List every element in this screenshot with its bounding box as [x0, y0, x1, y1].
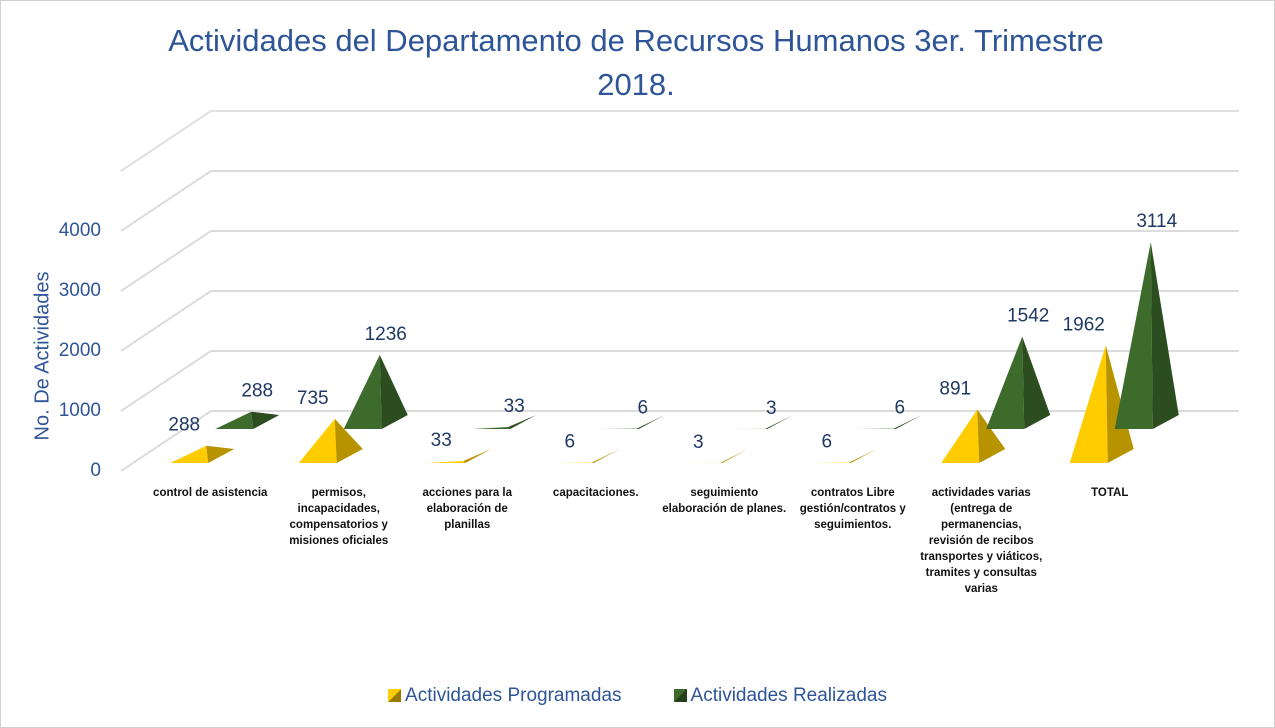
data-label: 1962 — [1063, 314, 1105, 335]
pyramid-face — [379, 354, 408, 429]
legend: Actividades Programadas Actividades Reali… — [1, 685, 1274, 707]
pyramid-face — [206, 445, 235, 463]
pyramid-face — [636, 415, 665, 429]
pyramid — [555, 449, 620, 463]
pyramid — [684, 449, 749, 463]
y-tick-label: 3000 — [59, 280, 101, 301]
pyramid — [812, 449, 877, 463]
y-tick-label: 2000 — [59, 340, 101, 361]
pyramid-face — [215, 411, 254, 429]
data-label: 1236 — [365, 324, 407, 345]
pyramid-face — [893, 415, 922, 429]
grid-line — [120, 230, 212, 292]
pyramid-face — [463, 449, 492, 463]
pyramid-face — [986, 336, 1025, 429]
pyramid — [170, 445, 235, 463]
pyramid-face — [427, 461, 466, 463]
grid-line — [120, 290, 212, 352]
data-label: 891 — [939, 379, 971, 400]
pyramid-face — [720, 449, 749, 463]
x-tick-label: TOTAL — [1091, 487, 1129, 499]
pyramid — [472, 415, 537, 429]
y-tick-label: 4000 — [59, 220, 101, 241]
grid-line — [120, 350, 212, 412]
wall-edge — [120, 110, 212, 172]
data-label: 6 — [637, 398, 648, 419]
pyramid-face — [508, 415, 537, 429]
legend-swatch — [673, 689, 687, 702]
x-tick-label: contratos Libre gestión/contratos y segu… — [799, 487, 906, 531]
data-label: 1542 — [1007, 305, 1049, 326]
pyramid — [343, 354, 408, 429]
legend-swatch — [388, 689, 402, 702]
x-tick-label: control de asistencia — [153, 487, 268, 499]
y-tick-label: 0 — [90, 460, 101, 481]
legend-item: Actividades Programadas — [388, 685, 622, 707]
pyramid — [941, 409, 1006, 463]
pyramid-face — [1114, 242, 1153, 429]
grid-line — [120, 410, 212, 472]
pyramid-face — [1150, 242, 1179, 429]
data-label: 6 — [821, 432, 832, 453]
x-tick-label: actividades varias (entrega de permanenc… — [920, 487, 1043, 595]
data-label: 288 — [241, 381, 273, 402]
data-label: 6 — [564, 432, 575, 453]
pyramid-face — [334, 418, 363, 463]
pyramid-face — [1069, 345, 1108, 463]
y-axis-label: No. De Actividades — [31, 272, 53, 441]
data-label: 33 — [504, 396, 525, 417]
pyramid-face — [251, 411, 280, 429]
pyramid — [1114, 242, 1179, 429]
legend-label: Actividades Programadas — [405, 685, 622, 706]
data-label: 735 — [297, 388, 329, 409]
data-label: 33 — [431, 430, 452, 451]
pyramid-face — [765, 415, 794, 429]
pyramid-face — [1022, 336, 1051, 429]
pyramid-face — [848, 449, 877, 463]
chart-title: Actividades del Departamento de Recursos… — [168, 23, 1104, 102]
pyramid-face — [977, 409, 1006, 463]
pyramid-face — [941, 409, 980, 463]
grid-line — [120, 170, 212, 232]
legend-label: Actividades Realizadas — [690, 685, 887, 706]
pyramid — [298, 418, 363, 463]
pyramid — [427, 449, 492, 463]
pyramid-face — [472, 427, 511, 429]
data-label: 3 — [766, 398, 777, 419]
x-tick-label: acciones para la elaboración de planilla… — [422, 487, 513, 531]
pyramid — [986, 336, 1051, 429]
pyramid — [729, 415, 794, 429]
x-tick-label: seguimiento elaboración de planes. — [662, 487, 787, 515]
pyramid — [857, 415, 922, 429]
x-tick-label: capacitaciones. — [552, 487, 639, 499]
pyramid — [215, 411, 280, 429]
pyramid-face — [591, 449, 620, 463]
data-label: 3 — [693, 432, 704, 453]
legend-item: Actividades Realizadas — [673, 685, 887, 707]
pyramid-face — [170, 445, 209, 463]
pyramid — [600, 415, 665, 429]
x-tick-label: permisos, incapacidades, compensatorios … — [289, 487, 389, 547]
data-label: 288 — [168, 415, 200, 436]
pyramid-face — [343, 354, 382, 429]
pyramid-face — [298, 418, 337, 463]
data-label: 6 — [894, 398, 905, 419]
y-tick-label: 1000 — [59, 400, 101, 421]
data-label: 3114 — [1136, 211, 1177, 232]
